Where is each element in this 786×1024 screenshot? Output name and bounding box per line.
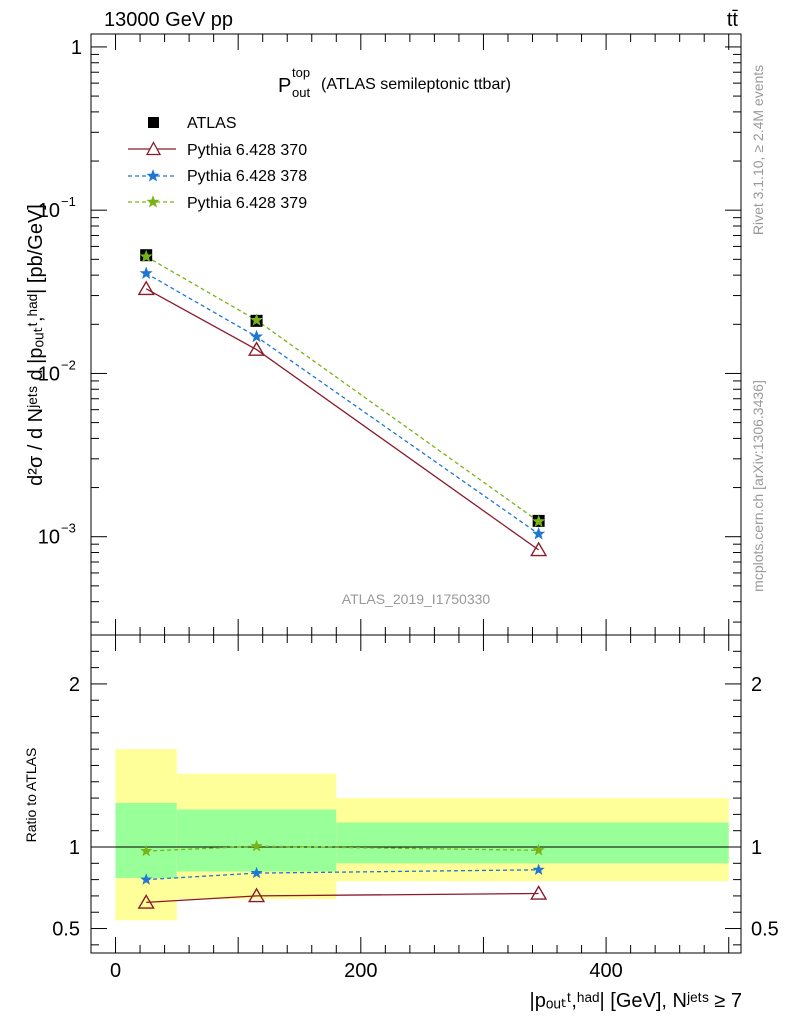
legend-label-py370: Pythia 6.428 370	[187, 142, 307, 159]
tick-labels: 110−110−210 −30.5 0.51 12 20 200 400	[38, 37, 779, 982]
ratio-uncertainty-bands	[91, 749, 741, 921]
main-y-axis-label: d²σ / d Nʲᵉᵗˢ d |pₒᵤₜᵗ,ʰᵃᵈ| [pb/GeV]	[25, 204, 47, 486]
ratio-point-py379	[140, 844, 153, 857]
main-point-py378	[139, 266, 153, 279]
main-line-py379	[145, 256, 539, 523]
ratio-ytick-label: 2	[69, 674, 80, 696]
main-ytick-label: 10	[38, 200, 60, 222]
x-axis-label: |pₒᵤₜᵗ,ʰᵃᵈ| [GeV], Nʲᵉᵗˢ ≥ 7	[530, 990, 742, 1012]
band-inner-2	[336, 822, 729, 864]
main-point-py379	[250, 313, 264, 326]
main-ytick-label: 10	[38, 527, 60, 549]
legend-marker-atlas	[148, 117, 159, 128]
legend-label-py379: Pythia 6.428 379	[187, 195, 307, 212]
main-point-py370	[247, 341, 266, 356]
source-label: mcplots.cern.ch [arXiv:1306.3436]	[750, 380, 766, 592]
legend-star-py378	[146, 169, 160, 182]
title-sub: out	[292, 85, 310, 100]
title-suffix: (ATLAS semileptonic ttbar)	[321, 76, 511, 93]
ratio-ytick-label: 1	[69, 837, 80, 859]
main-point-py379	[139, 249, 153, 263]
ratio-point-py378	[250, 866, 263, 879]
main-point-py370	[530, 541, 548, 557]
ratio-line-py370	[146, 892, 539, 904]
legend-marker-py378	[146, 169, 160, 182]
ratio-ytick-label-right: 1	[751, 837, 762, 859]
legend-entry-py378: Pythia 6.428 378	[128, 168, 307, 185]
legend-entry-py370: Pythia 6.428 370	[128, 141, 307, 159]
ratio-point-py379	[532, 843, 545, 856]
analysis-watermark: ATLAS_2019_I1750330	[342, 591, 491, 607]
main-point-py378	[532, 527, 546, 540]
legend: ATLAS Pythia 6.428 370 Pythia 6.428 378 …	[128, 115, 307, 212]
ratio-point-py370	[137, 894, 155, 909]
ratio-point-py378	[140, 873, 153, 885]
legend-entry-atlas: ATLAS	[148, 115, 237, 132]
main-ytick-label: 1	[71, 37, 82, 59]
main-point-py370	[137, 280, 155, 296]
main-ytick-label-exp: −3	[61, 521, 76, 536]
title-sup: top	[292, 65, 310, 80]
main-point-py379	[532, 514, 546, 528]
ratio-line-py379	[146, 845, 539, 852]
plot-title: P top out (ATLAS semileptonic ttbar)	[278, 65, 511, 100]
ratio-y-axis-label: Ratio to ATLAS	[23, 748, 39, 843]
ratio-plot-frame	[90, 634, 742, 954]
main-line-py378	[145, 272, 539, 535]
ratio-point-py370	[247, 887, 266, 903]
ratio-point-py378	[532, 863, 545, 875]
legend-label-atlas: ATLAS	[187, 115, 237, 132]
ratio-line-py378	[146, 869, 539, 881]
ratio-point-py379	[250, 839, 263, 852]
xtick-label: 200	[344, 960, 377, 982]
xtick-label: 400	[589, 960, 622, 982]
main-ytick-label: 10	[38, 363, 60, 385]
rivet-label: Rivet 3.1.10, ≥ 2.4M events	[750, 65, 766, 235]
main-series-group	[137, 249, 548, 557]
ratio-series-group	[137, 839, 548, 909]
ratio-ytick-label-right: 2	[751, 674, 762, 696]
band-inner-0	[115, 802, 177, 878]
legend-marker-py370	[145, 141, 162, 156]
main-ytick-label-exp: −2	[61, 357, 76, 372]
process-label: tt̄	[727, 9, 739, 31]
ratio-ytick-label-right: 0.5	[751, 919, 779, 941]
title-main: P	[278, 75, 291, 97]
legend-label-py378: Pythia 6.428 378	[187, 168, 307, 185]
energy-label: 13000 GeV pp	[104, 9, 233, 31]
main-line-py370	[145, 288, 539, 551]
axis-ticks	[91, 34, 741, 953]
xtick-label: 0	[110, 960, 121, 982]
legend-marker-py379	[146, 195, 160, 208]
legend-entry-py379: Pythia 6.428 379	[128, 195, 307, 212]
ratio-ytick-label: 0.5	[52, 919, 80, 941]
main-ytick-label-exp: −1	[61, 194, 76, 209]
ratio-point-py370	[530, 885, 548, 900]
main-point-py378	[250, 329, 264, 343]
legend-star-py379	[146, 195, 160, 208]
